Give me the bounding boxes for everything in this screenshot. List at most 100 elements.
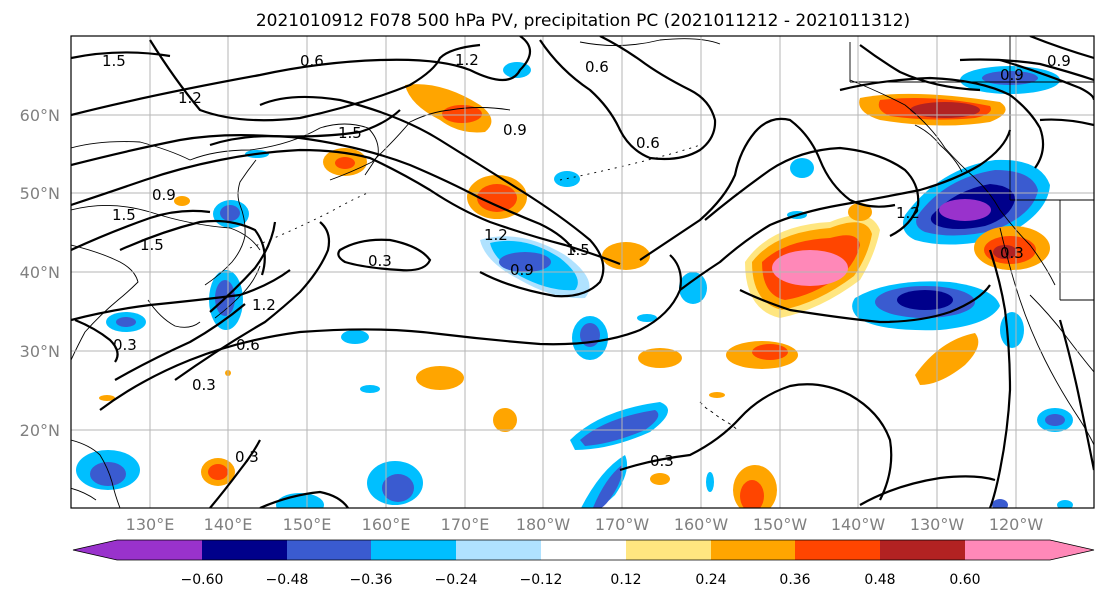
neg-anomaly (382, 474, 414, 502)
contour-label: 1.2 (896, 204, 920, 222)
colorbar-cell (965, 540, 1050, 560)
neg-anomaly (706, 472, 714, 492)
colorbar-extend-min (73, 540, 117, 560)
pos-anomaly (848, 203, 872, 221)
contour-label: 0.6 (236, 336, 260, 354)
colorbar: −0.60 −0.48 −0.36 −0.24 −0.12 0.12 0.24 … (72, 539, 1095, 588)
contour-label: 0.9 (510, 261, 534, 279)
contour-label: 0.6 (300, 52, 324, 70)
contour-label: 1.5 (112, 206, 136, 224)
pos-anomaly (993, 245, 1017, 259)
lon-label: 160°E (362, 515, 411, 534)
figure-title: 2021010912 F078 500 hPa PV, precipitatio… (256, 11, 910, 31)
colorbar-tick-label: −0.48 (266, 572, 309, 588)
neg-anomaly (897, 290, 953, 310)
neg-anomaly (276, 493, 324, 508)
neg-anomaly (116, 317, 136, 327)
latitude-labels: 60°N 50°N 40°N 30°N 20°N (20, 106, 60, 440)
contour-label: 0.6 (636, 134, 660, 152)
lon-label: 150°W (753, 515, 808, 534)
neg-anomaly (1057, 500, 1073, 508)
lon-label: 140°W (831, 515, 886, 534)
lon-label: 130°W (910, 515, 965, 534)
contour-label: 1.5 (140, 236, 164, 254)
lon-label: 160°W (674, 515, 729, 534)
pos-anomaly (709, 392, 725, 398)
colorbar-tick-label: 0.60 (949, 572, 980, 588)
colorbar-tick-label: 0.12 (610, 572, 641, 588)
longitude-labels: 130°E 140°E 150°E 160°E 170°E 180°W 170°… (126, 515, 1044, 534)
pos-anomaly (493, 408, 517, 432)
lon-label: 150°E (283, 515, 332, 534)
pos-anomaly (650, 473, 670, 485)
neg-anomaly (939, 199, 991, 221)
colorbar-extend-max (1050, 540, 1094, 560)
colorbar-cell (795, 540, 880, 560)
lon-label: 170°W (595, 515, 650, 534)
neg-anomaly (592, 465, 623, 508)
lon-label: 170°E (441, 515, 490, 534)
contour-label: 1.2 (252, 296, 276, 314)
contour-label: 0.3 (1000, 244, 1024, 262)
colorbar-tick-label: −0.24 (435, 572, 478, 588)
map-gridlines (71, 36, 1094, 508)
pos-anomaly (416, 366, 464, 390)
lon-label: 180°W (516, 515, 571, 534)
neg-anomaly (220, 205, 240, 221)
contour-label: 1.2 (178, 89, 202, 107)
map-frame (70, 35, 1095, 509)
contour-label: 0.9 (152, 186, 176, 204)
pos-anomaly (910, 102, 980, 118)
pos-anomaly (740, 480, 764, 508)
contour-labels: 1.5 1.2 0.6 1.2 0.6 0.9 1.5 0.6 0.9 1.5 … (102, 51, 1071, 470)
pos-anomaly (915, 333, 979, 385)
neg-anomaly (1045, 414, 1065, 426)
neg-anomaly (499, 252, 551, 272)
pos-anomaly (772, 250, 848, 286)
colorbar-cell (880, 540, 965, 560)
neg-anomaly (580, 410, 659, 446)
lat-label: 20°N (20, 421, 60, 440)
colorbar-tick-label: 0.48 (864, 572, 895, 588)
colorbar-cell (287, 540, 371, 560)
neg-anomaly (992, 499, 1008, 508)
colorbar-tick-label: 0.24 (695, 572, 726, 588)
colorbar-cell (456, 540, 541, 560)
pos-anomaly (638, 348, 682, 368)
pv-contours (71, 36, 1094, 508)
pos-anomaly (752, 344, 788, 360)
colorbar-tick-label: −0.12 (520, 572, 563, 588)
colorbar-cell (541, 540, 626, 560)
precip-shading (76, 62, 1073, 508)
contour-label: 1.5 (338, 124, 362, 142)
contour-label: 0.9 (1047, 52, 1071, 70)
colorbar-tick-label: −0.36 (350, 572, 393, 588)
contour-label: 0.3 (650, 452, 674, 470)
lat-label: 60°N (20, 106, 60, 125)
neg-anomaly (790, 158, 814, 178)
pos-anomaly (99, 395, 115, 401)
lat-label: 50°N (20, 184, 60, 203)
neg-anomaly (341, 330, 369, 344)
contour-label: 0.3 (368, 252, 392, 270)
lon-label: 120°W (989, 515, 1044, 534)
contour-label: 1.5 (102, 52, 126, 70)
contour-label: 0.9 (503, 121, 527, 139)
contour-label: 1.2 (455, 51, 479, 69)
colorbar-cell (202, 540, 287, 560)
neg-anomaly (581, 455, 627, 508)
pos-anomaly (208, 464, 228, 480)
pos-anomaly (174, 196, 190, 206)
neg-anomaly (637, 314, 657, 322)
contour-label: 0.3 (235, 448, 259, 466)
colorbar-ticks: −0.60 −0.48 −0.36 −0.24 −0.12 0.12 0.24 … (181, 572, 981, 588)
contour-label: 0.3 (192, 376, 216, 394)
contour-label: 0.6 (585, 58, 609, 76)
colorbar-tick-label: 0.36 (779, 572, 810, 588)
colorbar-cell (117, 540, 202, 560)
lon-label: 130°E (126, 515, 175, 534)
pos-anomaly (335, 157, 355, 169)
contour-label: 1.2 (484, 226, 508, 244)
lat-label: 30°N (20, 342, 60, 361)
